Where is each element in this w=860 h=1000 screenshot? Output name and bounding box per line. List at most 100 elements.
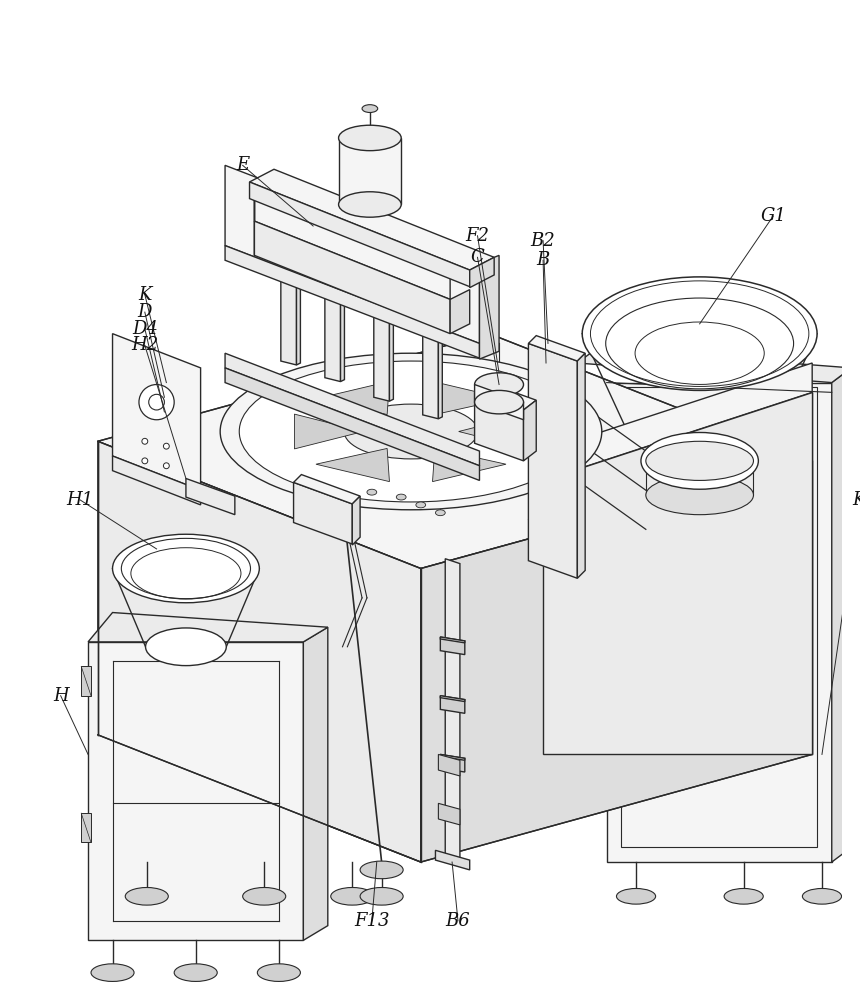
Text: C: C <box>470 248 484 266</box>
Polygon shape <box>440 754 464 760</box>
Ellipse shape <box>339 125 402 151</box>
Polygon shape <box>81 666 91 696</box>
Polygon shape <box>440 754 464 772</box>
Ellipse shape <box>582 277 817 390</box>
Text: K: K <box>852 491 860 509</box>
Ellipse shape <box>802 888 842 904</box>
Polygon shape <box>475 385 524 420</box>
Polygon shape <box>81 813 91 842</box>
Polygon shape <box>88 613 328 642</box>
Polygon shape <box>98 441 421 862</box>
Polygon shape <box>390 288 393 401</box>
Polygon shape <box>353 496 360 545</box>
Polygon shape <box>294 414 363 449</box>
Polygon shape <box>304 627 328 940</box>
Polygon shape <box>316 448 390 482</box>
Ellipse shape <box>339 192 402 217</box>
Ellipse shape <box>360 861 403 879</box>
Polygon shape <box>113 334 200 490</box>
Polygon shape <box>450 290 470 334</box>
Polygon shape <box>439 803 460 825</box>
Ellipse shape <box>126 887 169 905</box>
Polygon shape <box>421 461 812 862</box>
Polygon shape <box>646 461 753 495</box>
Ellipse shape <box>435 510 445 516</box>
Polygon shape <box>440 637 464 655</box>
Polygon shape <box>440 637 464 643</box>
Ellipse shape <box>257 964 300 981</box>
Text: D4: D4 <box>132 320 157 338</box>
Ellipse shape <box>142 458 148 464</box>
Ellipse shape <box>367 489 377 495</box>
Text: H: H <box>52 687 69 705</box>
Polygon shape <box>98 334 812 568</box>
Polygon shape <box>255 187 450 299</box>
Ellipse shape <box>239 361 583 502</box>
Polygon shape <box>374 286 390 401</box>
Ellipse shape <box>475 390 524 414</box>
Polygon shape <box>528 336 585 361</box>
Polygon shape <box>543 363 812 480</box>
Ellipse shape <box>113 534 260 603</box>
Polygon shape <box>339 138 402 204</box>
Polygon shape <box>480 255 499 359</box>
Ellipse shape <box>163 463 169 469</box>
Polygon shape <box>458 414 527 449</box>
Polygon shape <box>440 696 464 713</box>
Ellipse shape <box>331 887 374 905</box>
Ellipse shape <box>646 476 753 515</box>
Polygon shape <box>88 642 304 940</box>
Bar <box>622 387 817 847</box>
Polygon shape <box>577 353 585 578</box>
Polygon shape <box>524 400 537 461</box>
Text: H1: H1 <box>66 491 94 509</box>
Polygon shape <box>528 343 577 578</box>
Text: B6: B6 <box>445 912 470 930</box>
Polygon shape <box>225 246 480 358</box>
Ellipse shape <box>145 628 226 666</box>
Polygon shape <box>577 348 851 383</box>
Polygon shape <box>439 754 460 776</box>
Ellipse shape <box>360 887 403 905</box>
Polygon shape <box>445 559 460 862</box>
Text: B2: B2 <box>531 232 556 250</box>
Ellipse shape <box>91 964 134 981</box>
Ellipse shape <box>416 502 426 508</box>
Polygon shape <box>470 257 494 288</box>
Ellipse shape <box>641 432 759 489</box>
Text: E: E <box>237 156 249 174</box>
Text: F13: F13 <box>354 912 390 930</box>
Polygon shape <box>475 392 524 461</box>
Polygon shape <box>433 448 506 482</box>
Polygon shape <box>293 482 353 544</box>
Ellipse shape <box>724 888 764 904</box>
Ellipse shape <box>149 394 164 410</box>
Ellipse shape <box>475 373 524 396</box>
Polygon shape <box>832 368 851 862</box>
Bar <box>704 588 722 615</box>
Polygon shape <box>316 381 390 415</box>
Polygon shape <box>543 392 812 754</box>
Text: G1: G1 <box>760 207 786 225</box>
Polygon shape <box>440 696 464 702</box>
Ellipse shape <box>362 105 378 113</box>
Ellipse shape <box>220 353 602 510</box>
Text: B: B <box>537 251 550 269</box>
Text: D: D <box>138 303 152 321</box>
Polygon shape <box>186 478 235 515</box>
Polygon shape <box>325 266 341 382</box>
Polygon shape <box>255 221 450 334</box>
Polygon shape <box>293 475 360 504</box>
Ellipse shape <box>344 404 478 459</box>
Text: K: K <box>138 286 151 304</box>
Polygon shape <box>249 182 470 287</box>
Polygon shape <box>475 383 537 410</box>
Polygon shape <box>113 456 200 505</box>
Polygon shape <box>341 268 345 382</box>
Polygon shape <box>423 303 439 419</box>
Ellipse shape <box>175 964 218 981</box>
Polygon shape <box>439 305 442 419</box>
Polygon shape <box>225 165 480 343</box>
Ellipse shape <box>396 494 406 500</box>
Polygon shape <box>281 249 297 365</box>
